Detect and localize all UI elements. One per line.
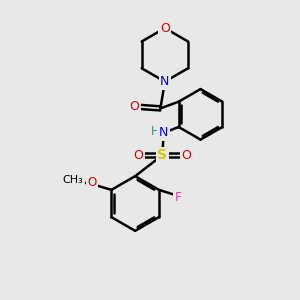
Text: N: N xyxy=(160,75,170,88)
Text: O: O xyxy=(88,176,97,189)
Text: O: O xyxy=(129,100,139,113)
Text: F: F xyxy=(175,191,182,204)
Text: S: S xyxy=(157,148,167,162)
Text: H: H xyxy=(151,125,159,138)
Text: O: O xyxy=(160,22,170,34)
Text: O: O xyxy=(181,149,191,162)
Text: CH₃: CH₃ xyxy=(63,175,83,185)
Text: N: N xyxy=(159,126,169,140)
Text: O: O xyxy=(134,149,143,162)
